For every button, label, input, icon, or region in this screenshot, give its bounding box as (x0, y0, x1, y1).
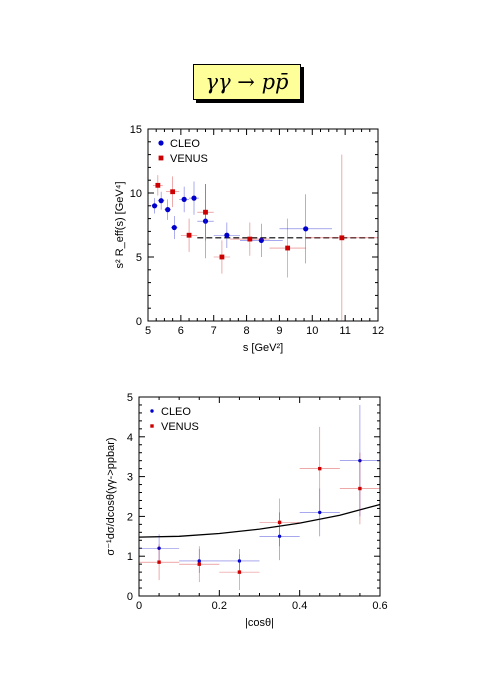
chart1-venus-point (219, 254, 225, 260)
chart2-venus-point (358, 486, 362, 491)
chart2-venus-point (277, 520, 282, 525)
chart1-x-tick-label: 11 (339, 325, 350, 337)
chart2-y-axis-label: σ⁻¹dσ/dcosθ(γγ->ppbar) (105, 437, 117, 555)
chart2-legend-venus-label: VENUS (161, 421, 199, 433)
chart2-legend-cleo-marker (150, 409, 154, 413)
chart2-x-tick-label: 0 (136, 600, 142, 612)
chart1-cleo-point (181, 196, 187, 202)
chart2-cleo-point (318, 510, 322, 515)
chart2-y-tick-label: 3 (127, 472, 133, 484)
chart2-y-tick-label: 1 (127, 551, 133, 563)
chart1-y-axis-label: s² R_eff(s) [GeV⁴] (114, 181, 126, 268)
chart1-y-tick-label: 10 (130, 188, 142, 200)
chart2-legend-cleo-label: CLEO (161, 406, 191, 418)
chart1-cleo-point (151, 203, 158, 209)
chart2-x-tick-label: 0.6 (372, 600, 387, 612)
chart1-x-tick-label: 12 (372, 325, 384, 337)
chart1-cleo-point (171, 224, 177, 231)
chart1-cleo-point (303, 226, 309, 232)
chart2-y-tick-label: 0 (127, 591, 133, 603)
chart2-x-axis-label: |cosθ| (245, 617, 274, 629)
chart2-venus-point (237, 570, 242, 574)
chart1-cleo-point (165, 207, 171, 213)
chart1-x-tick-label: 8 (244, 325, 250, 337)
chart2-venus-point (157, 560, 161, 564)
chart1-cleo-point (158, 198, 164, 204)
chart1-venus-point (170, 189, 176, 195)
chart2-x-tick-label: 0.4 (292, 600, 307, 612)
chart1-y-tick-label: 15 (130, 124, 142, 136)
chart1-x-tick-label: 6 (178, 325, 184, 337)
chart1-legend-venus-marker (158, 155, 164, 161)
chart1-x-tick-label: 9 (276, 325, 282, 337)
chart1-cleo-point (224, 232, 230, 238)
plot-title: γγ → pp̄ (193, 64, 301, 100)
chart1-x-tick-label: 7 (211, 325, 217, 337)
chart1-venus-point (285, 245, 291, 251)
chart2-fit-curve (138, 503, 381, 538)
chart1-venus-point (155, 182, 161, 188)
chart1-venus-point (339, 235, 345, 241)
chart1-y-tick-label: 0 (136, 316, 142, 328)
chart1-venus-point (247, 236, 253, 242)
chart1-cleo-point (191, 195, 197, 201)
chart1-cleo-point (258, 237, 264, 243)
chart2-x-tick-label: 0.2 (212, 600, 227, 612)
chart2-venus-point (197, 562, 201, 566)
chart1-x-tick-label: 5 (145, 325, 151, 337)
chart2-legend-venus-marker (150, 424, 154, 428)
chart1-y-tick-label: 5 (136, 252, 142, 264)
chart1-venus-point (203, 209, 208, 215)
chart2-y-tick-label: 4 (127, 432, 133, 444)
chart2-venus-point (318, 466, 322, 471)
chart1-legend-cleo-marker (158, 140, 164, 146)
chart1-x-axis-label: s [GeV²] (243, 342, 283, 354)
chart1-legend-cleo-label: CLEO (170, 138, 200, 150)
chart1-x-tick-label: 10 (306, 325, 318, 337)
chart2-y-tick-label: 2 (127, 511, 133, 523)
chart1-legend-venus-label: VENUS (170, 153, 208, 165)
chart2-y-tick-label: 5 (127, 392, 133, 404)
chart1-venus-point (186, 232, 192, 238)
